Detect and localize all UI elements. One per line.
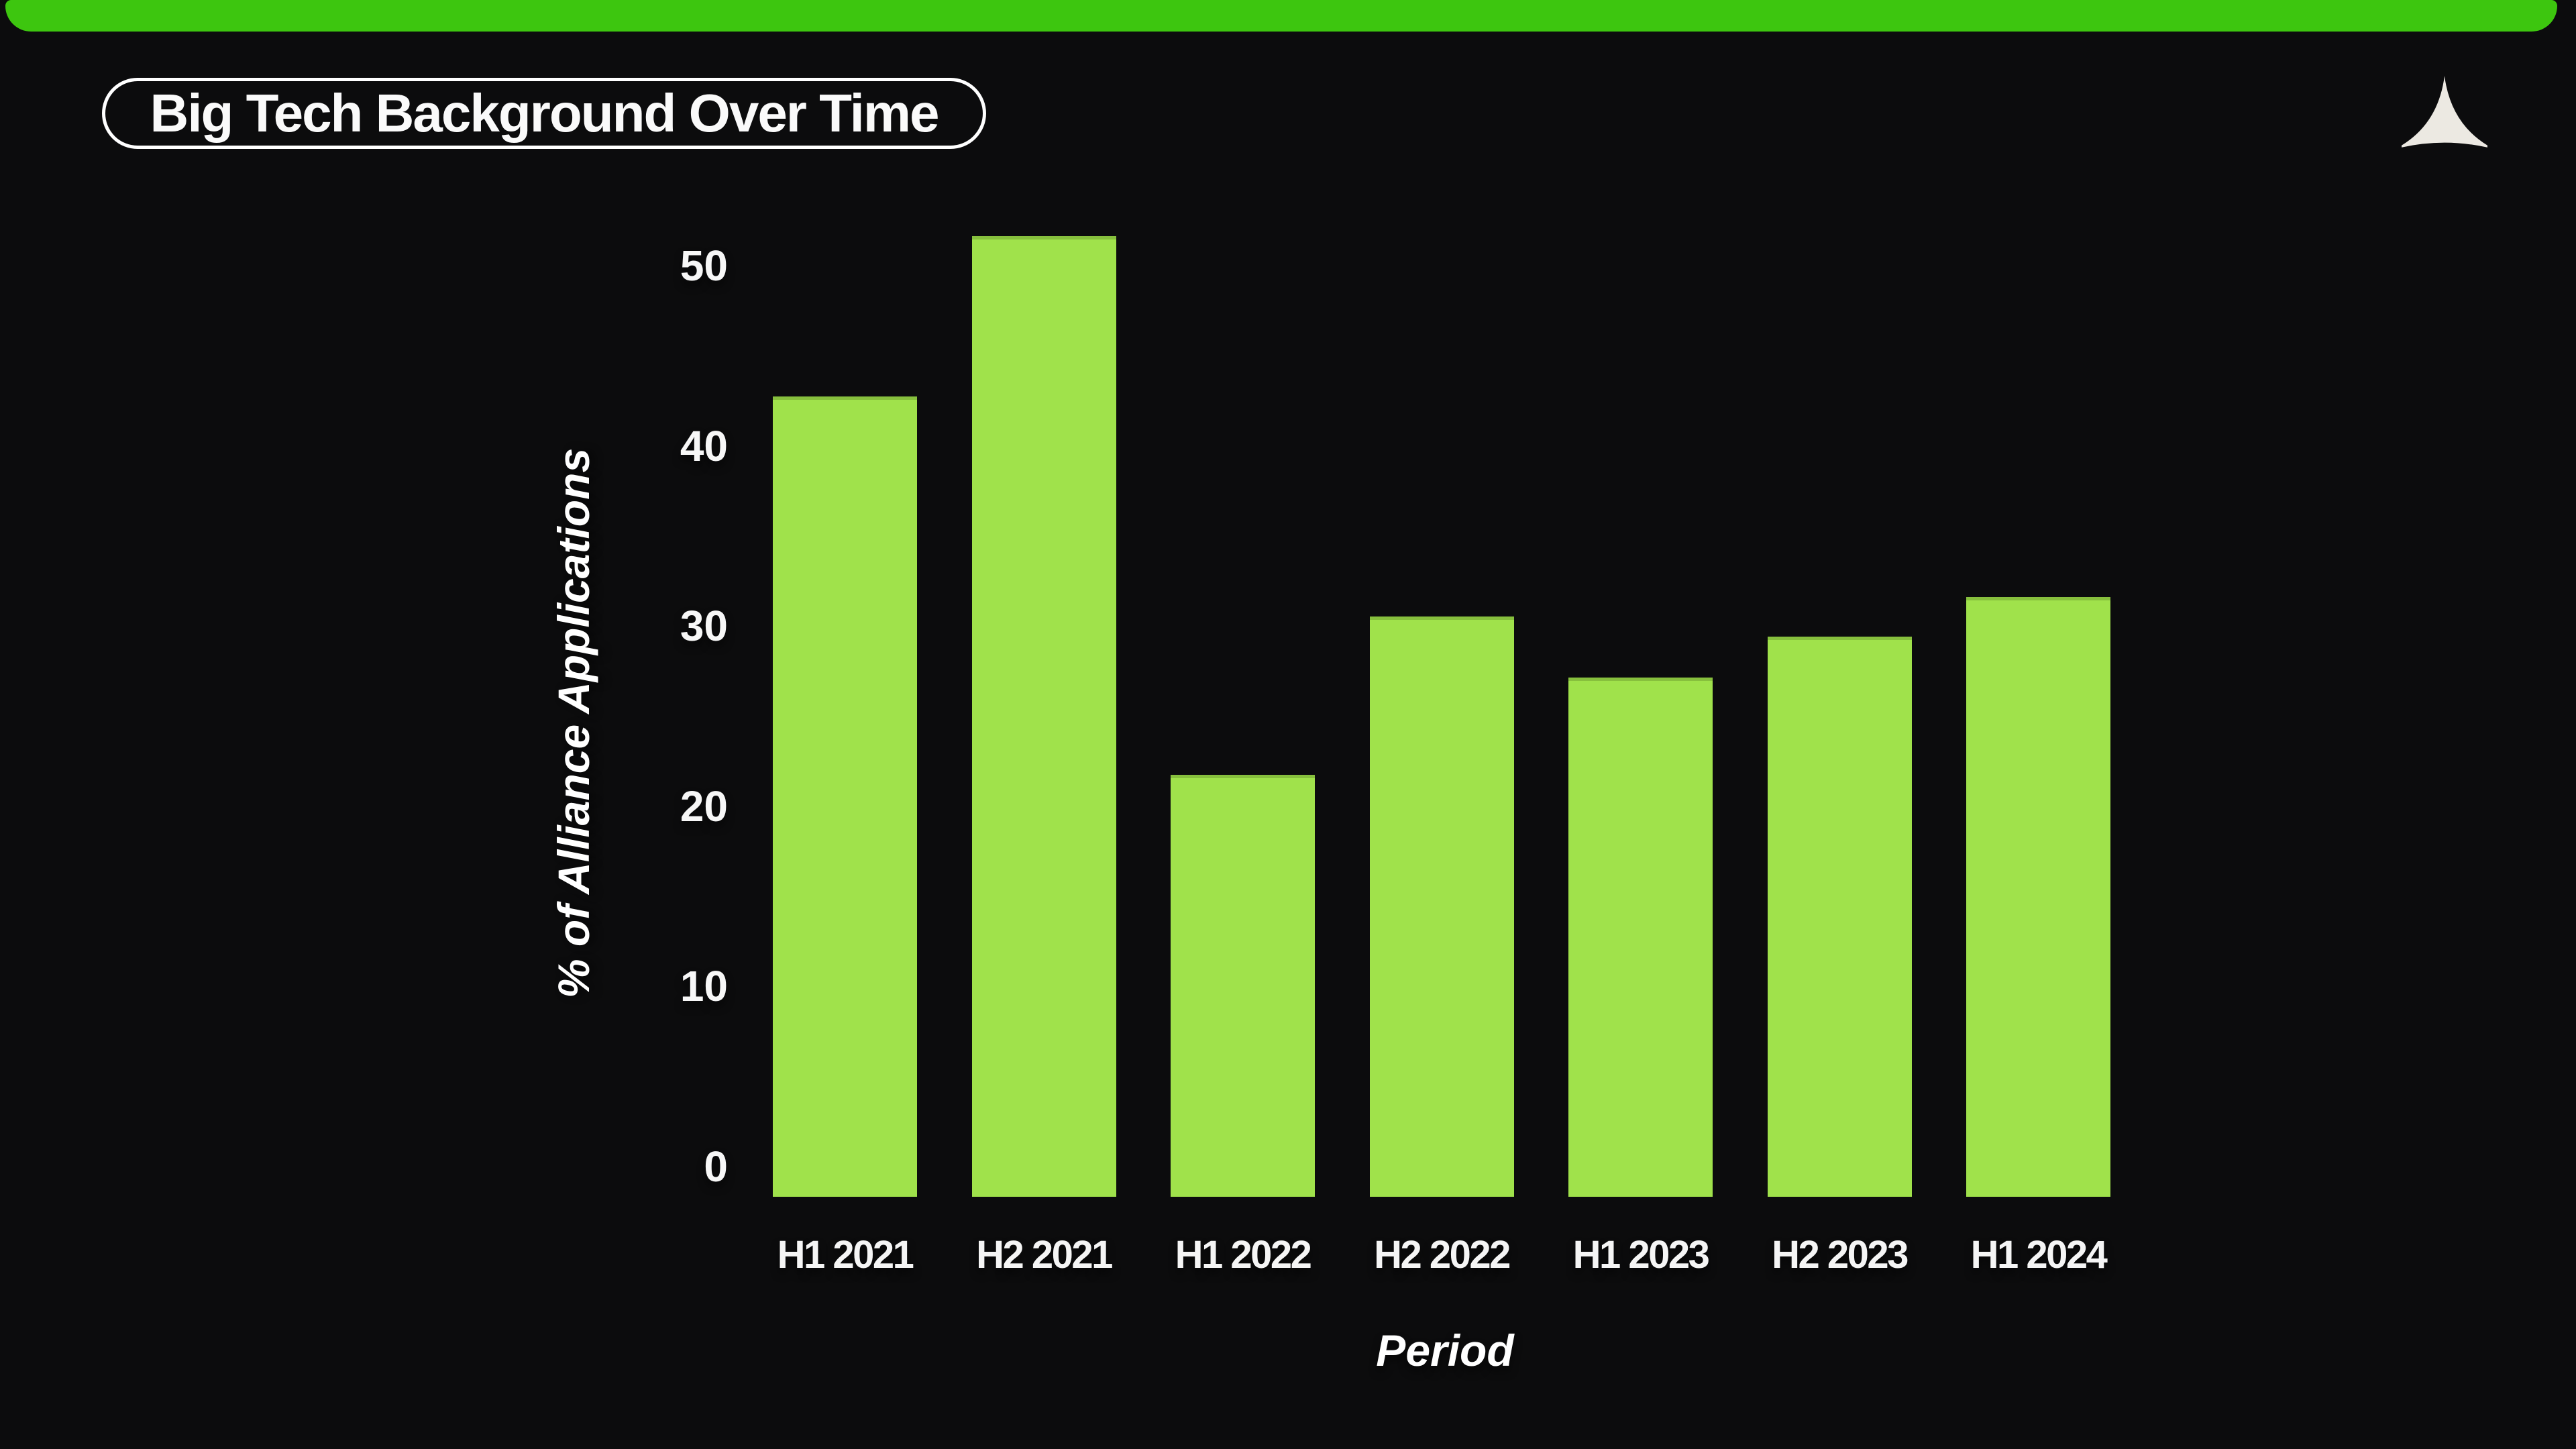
x-category-label-h1-2023: H1 2023 <box>1572 1233 1710 1277</box>
bar-h1-2022 <box>1171 775 1315 1197</box>
bar-h1-2024 <box>1966 596 2110 1197</box>
header-accent-strip <box>5 0 2557 32</box>
chart-title: Big Tech Background Over Time <box>150 83 940 143</box>
y-tick-label-20: 20 <box>680 782 728 830</box>
x-axis-title: Period <box>1376 1326 1514 1375</box>
y-tick-label-30: 30 <box>680 602 728 651</box>
y-tick-label-10: 10 <box>680 962 728 1011</box>
x-category-label-h1-2022: H1 2022 <box>1175 1233 1312 1277</box>
x-category-label-h1-2021: H1 2021 <box>777 1233 914 1277</box>
y-tick-label-0: 0 <box>704 1142 728 1191</box>
y-axis-title: % of Alliance Applications <box>549 447 598 999</box>
bar-h2-2022 <box>1369 616 1514 1197</box>
x-category-label-h2-2021: H2 2021 <box>976 1233 1113 1277</box>
bar-h2-2023 <box>1767 636 1912 1197</box>
y-tick-label-50: 50 <box>680 241 728 290</box>
chart-title-box: Big Tech Background Over Time <box>102 78 986 149</box>
bar-h1-2023 <box>1568 678 1713 1197</box>
y-tick-label-40: 40 <box>680 421 728 470</box>
bar-h2-2021 <box>971 236 1116 1197</box>
x-category-label-h2-2022: H2 2022 <box>1374 1233 1511 1277</box>
bar-h1-2021 <box>773 396 917 1197</box>
x-category-label-h1-2024: H1 2024 <box>1970 1233 2108 1277</box>
x-category-label-h2-2023: H2 2023 <box>1772 1233 1909 1277</box>
alliance-triangle-logo-icon <box>2402 76 2487 148</box>
